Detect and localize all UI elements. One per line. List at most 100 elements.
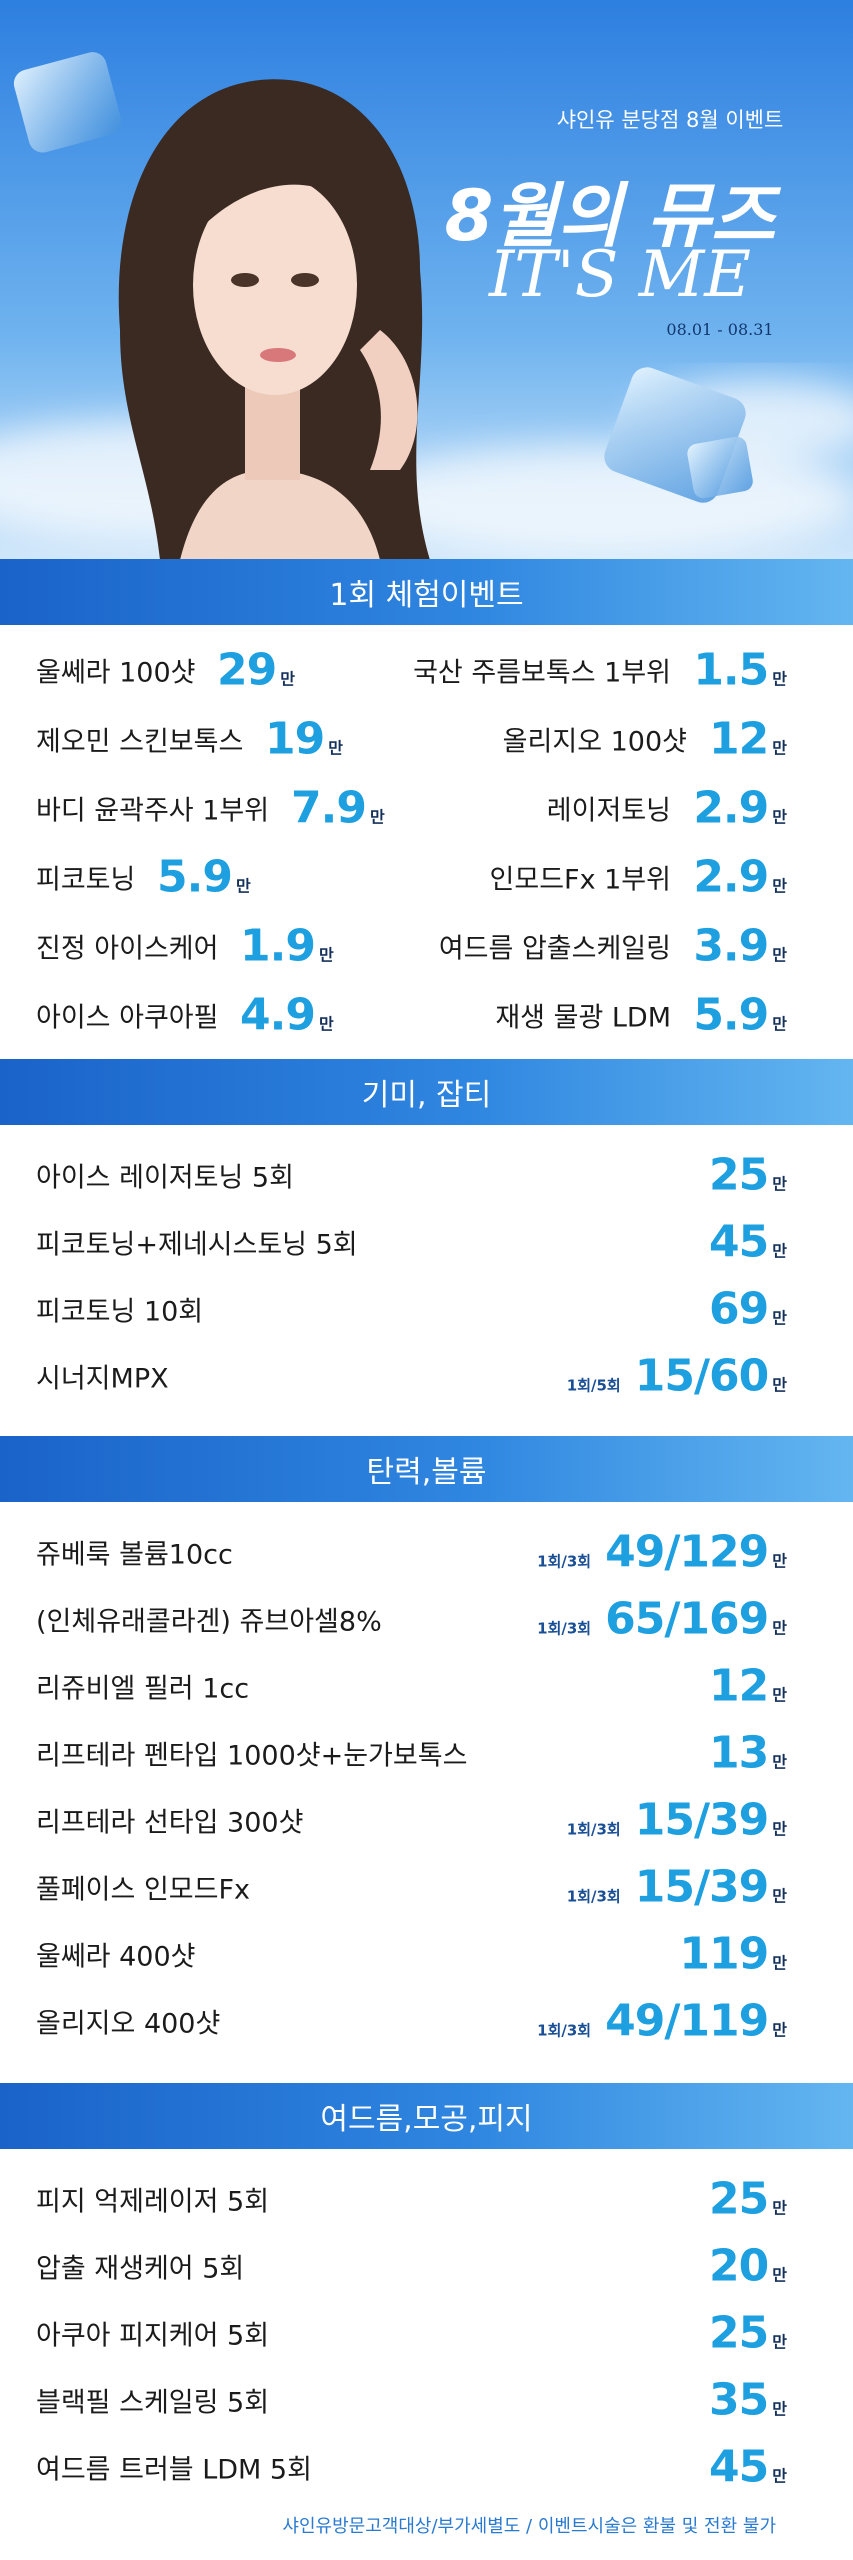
- price: 25 만: [709, 1150, 787, 1201]
- price-value: 13: [709, 1727, 769, 1779]
- price-value: 69: [709, 1283, 769, 1335]
- price-value: 25: [709, 1149, 769, 1201]
- price-unit: 만: [328, 738, 343, 758]
- price: 20 만: [709, 2241, 787, 2292]
- price-unit: 만: [772, 2399, 787, 2419]
- price: 69 만: [709, 1284, 787, 1335]
- item-name: 울쎄라 100샷: [36, 657, 196, 689]
- price-value: 3.9: [693, 920, 769, 972]
- price-value: 4.9: [240, 989, 316, 1041]
- price-value: 12: [709, 1660, 769, 1712]
- price: 4.9 만: [240, 990, 334, 1041]
- hero-title2: IT'S ME: [489, 238, 751, 312]
- item-name: 리프테라 선타입 300샷: [36, 1807, 304, 1839]
- price-value: 25: [709, 2307, 769, 2359]
- section-header: 1회 체험이벤트: [0, 559, 853, 625]
- item-name: 여드름 트러블 LDM 5회: [36, 2454, 312, 2486]
- price-unit: 만: [772, 2466, 787, 2486]
- price-unit: 만: [772, 2020, 787, 2040]
- price-unit: 만: [772, 1174, 787, 1194]
- price: 1회/5회 15/60 만: [567, 1351, 787, 1402]
- price-value: 35: [709, 2374, 769, 2426]
- section-header: 여드름,모공,피지: [0, 2083, 853, 2149]
- price-value: 5.9: [693, 989, 769, 1041]
- price-value: 20: [709, 2240, 769, 2292]
- price-unit: 만: [772, 2198, 787, 2218]
- price-value: 2.9: [693, 851, 769, 903]
- item-name: 시너지MPX: [36, 1363, 169, 1395]
- price-unit: 만: [318, 945, 334, 965]
- item-name: 피코토닝 10회: [36, 1296, 204, 1328]
- price-value: 15/60: [634, 1350, 770, 1402]
- item-name: 블랙필 스케일링 5회: [36, 2387, 270, 2419]
- price-unit: 만: [772, 1953, 787, 1973]
- price-value: 1.9: [240, 920, 316, 972]
- price-value: 45: [709, 2441, 769, 2493]
- item-name: 재생 물광 LDM: [495, 1002, 671, 1034]
- price-value: 12: [709, 713, 769, 765]
- price-unit: 만: [772, 807, 787, 827]
- price-unit: 만: [772, 1618, 787, 1638]
- item-name: 압출 재생케어 5회: [36, 2253, 245, 2285]
- hero-art: [0, 0, 853, 560]
- price-unit: 만: [772, 2332, 787, 2352]
- section-header: 탄력,볼륨: [0, 1436, 853, 1502]
- price: 1회/3회 65/169 만: [537, 1594, 787, 1645]
- price-unit: 만: [280, 669, 295, 689]
- price-value: 7.9: [291, 782, 367, 834]
- price-value: 19: [265, 713, 325, 765]
- price: 45 만: [709, 2442, 787, 2493]
- price: 3.9 만: [693, 921, 787, 972]
- price-note: 1회/3회: [537, 2021, 592, 2040]
- price-unit: 만: [772, 738, 787, 758]
- price: 35 만: [709, 2375, 787, 2426]
- price-value: 119: [679, 1928, 769, 1980]
- section-header: 기미, 잡티: [0, 1059, 853, 1125]
- price: 12 만: [709, 714, 787, 765]
- item-name: 제오민 스킨보톡스: [36, 726, 244, 758]
- item-name: 올리지오 100샷: [502, 726, 687, 758]
- price: 5.9 만: [693, 990, 787, 1041]
- price-value: 49/129: [605, 1526, 769, 1578]
- price-note: 1회/3회: [537, 1552, 592, 1571]
- price: 2.9 만: [693, 783, 787, 834]
- price-unit: 만: [772, 876, 787, 896]
- item-name: 피코토닝: [36, 864, 136, 896]
- footer-note: 샤인유방문고객대상/부가세별도 / 이벤트시술은 환불 및 전환 불가: [282, 2516, 776, 2537]
- item-name: 리쥬비엘 필러 1cc: [36, 1673, 250, 1705]
- item-name: 인모드Fx 1부위: [489, 864, 671, 896]
- price-value: 29: [217, 644, 277, 696]
- price-unit: 만: [772, 1886, 787, 1906]
- price-note: 1회/3회: [537, 1619, 592, 1638]
- price-unit: 만: [772, 2265, 787, 2285]
- price: 25 만: [709, 2174, 787, 2225]
- price-unit: 만: [772, 945, 787, 965]
- item-name: 레이저토닝: [546, 795, 671, 827]
- price-unit: 만: [772, 1752, 787, 1772]
- price-value: 2.9: [693, 782, 769, 834]
- hero-title: 8월의 뮤즈: [444, 175, 776, 257]
- price-note: 1회/5회: [566, 1376, 621, 1395]
- item-name: 아쿠아 피지케어 5회: [36, 2320, 270, 2352]
- price-unit: 만: [772, 1685, 787, 1705]
- item-name: 진정 아이스케어: [36, 933, 219, 965]
- price-note: 1회/3회: [566, 1887, 621, 1906]
- price-unit: 만: [235, 876, 251, 896]
- price-value: 49/119: [605, 1995, 769, 2047]
- price-value: 65/169: [605, 1593, 769, 1645]
- price-unit: 만: [369, 807, 385, 827]
- price-unit: 만: [772, 1308, 787, 1328]
- price: 1회/3회 49/119 만: [537, 1996, 787, 2047]
- price: 1회/3회 15/39 만: [567, 1795, 787, 1846]
- item-name: 피코토닝+제네시스토닝 5회: [36, 1229, 358, 1261]
- price: 45 만: [709, 1217, 787, 1268]
- price-unit: 만: [772, 669, 787, 689]
- price: 2.9 만: [693, 852, 787, 903]
- price: 19 만: [265, 714, 343, 765]
- item-name: 올리지오 400샷: [36, 2008, 221, 2040]
- price-value: 15/39: [634, 1794, 770, 1846]
- price-note: 1회/3회: [566, 1820, 621, 1839]
- price: 29 만: [217, 645, 295, 696]
- price-unit: 만: [772, 1819, 787, 1839]
- item-name: 국산 주름보톡스 1부위: [413, 657, 671, 689]
